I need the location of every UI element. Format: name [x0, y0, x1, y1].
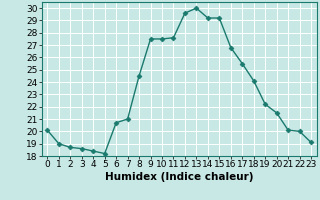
X-axis label: Humidex (Indice chaleur): Humidex (Indice chaleur): [105, 172, 253, 182]
